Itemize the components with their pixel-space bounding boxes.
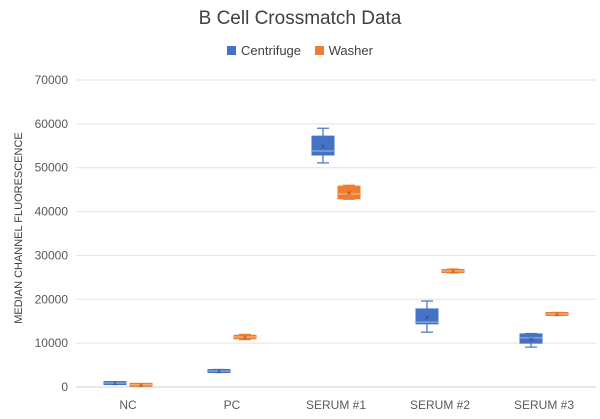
x-tick-label: NC <box>119 398 137 412</box>
box-iqr <box>519 333 543 344</box>
chart-title: B Cell Crossmatch Data <box>198 8 402 29</box>
box-iqr <box>337 185 361 200</box>
legend-swatch-centrifuge <box>227 46 237 55</box>
x-tick-label: SERUM #3 <box>514 398 574 412</box>
box-series: × × × × × × × × × × <box>103 127 569 390</box>
legend-item-centrifuge[interactable]: Centrifuge <box>227 43 301 58</box>
box-iqr <box>311 135 335 156</box>
x-tick-label: SERUM #2 <box>410 398 470 412</box>
box-iqr <box>415 308 439 325</box>
y-tick-label: 70000 <box>35 73 69 87</box>
legend-label-centrifuge: Centrifuge <box>241 43 302 58</box>
y-tick-label: 60000 <box>35 117 69 131</box>
mean-marker: × <box>242 333 247 343</box>
box-washer-serum-3: × <box>545 309 569 319</box>
box-washer-serum-2: × <box>441 266 465 276</box>
legend: Centrifuge Washer <box>0 43 600 58</box>
mean-marker: × <box>320 141 325 151</box>
x-tick-label: PC <box>224 398 241 412</box>
y-tick-labels: 0 10000 20000 30000 40000 50000 60000 70000 <box>35 73 69 394</box>
y-tick-label: 0 <box>61 380 68 394</box>
mean-marker: × <box>138 380 143 390</box>
mean-marker: × <box>450 266 455 276</box>
legend-item-washer[interactable]: Washer <box>314 43 373 58</box>
box-centrifuge-serum-1: × <box>311 127 335 164</box>
y-tick-label: 20000 <box>35 292 69 306</box>
legend-label-washer: Washer <box>328 43 373 58</box>
box-centrifuge-nc: × <box>103 379 127 389</box>
mean-marker: × <box>424 312 429 322</box>
box-centrifuge-serum-2: × <box>415 300 439 333</box>
mean-marker: × <box>346 188 351 198</box>
y-tick-label: 40000 <box>35 205 69 219</box>
box-washer-serum-1: × <box>337 184 361 200</box>
x-tick-labels: NC PC SERUM #1 SERUM #2 SERUM #3 <box>119 398 574 412</box>
mean-marker: × <box>528 334 533 344</box>
y-tick-label: 30000 <box>35 248 69 262</box>
mean-marker: × <box>554 309 559 319</box>
mean-marker: × <box>216 366 221 376</box>
y-tick-label: 50000 <box>35 161 69 175</box>
y-tick-label: 10000 <box>35 336 69 350</box>
box-washer-nc: × <box>129 380 153 390</box>
mean-marker: × <box>112 379 117 389</box>
box-centrifuge-serum-3: × <box>519 332 543 348</box>
box-washer-pc: × <box>233 333 257 343</box>
gridlines <box>76 79 596 388</box>
legend-swatch-washer <box>314 46 324 55</box>
x-tick-label: SERUM #1 <box>306 398 366 412</box>
box-centrifuge-pc: × <box>207 366 231 376</box>
